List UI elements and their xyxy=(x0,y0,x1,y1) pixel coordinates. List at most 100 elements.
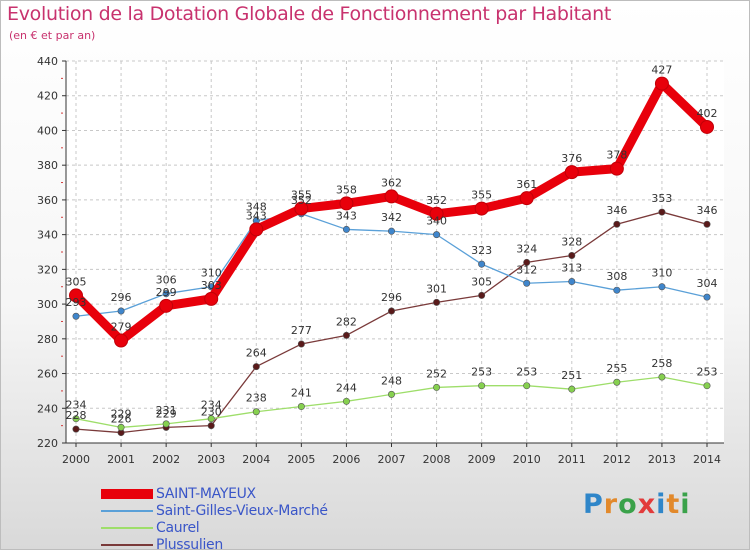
data-label: 324 xyxy=(516,242,537,255)
data-point xyxy=(703,220,711,228)
data-point xyxy=(523,382,531,390)
data-label: 352 xyxy=(426,194,447,207)
legend-label: SAINT-MAYEUX xyxy=(156,485,256,502)
data-label: 234 xyxy=(66,399,87,412)
data-point xyxy=(568,385,576,393)
x-tick-label: 2001 xyxy=(107,453,135,466)
data-label: 346 xyxy=(606,204,627,217)
data-point xyxy=(249,222,264,237)
y-tick-label: 260 xyxy=(37,368,58,381)
data-point xyxy=(519,191,534,206)
proxiti-logo: Proxiti xyxy=(583,489,691,520)
data-label: 358 xyxy=(336,183,357,196)
x-tick-label: 2010 xyxy=(513,453,541,466)
data-label: 340 xyxy=(426,215,447,228)
x-tick-label: 2013 xyxy=(648,453,676,466)
data-label: 253 xyxy=(516,366,537,379)
data-point xyxy=(117,423,125,431)
data-point xyxy=(297,403,305,411)
x-tick-label: 2000 xyxy=(62,453,90,466)
data-label: 346 xyxy=(697,204,718,217)
data-label: 230 xyxy=(201,406,222,419)
data-label: 343 xyxy=(246,209,267,222)
data-label: 310 xyxy=(201,267,222,280)
y-tick-label: 440 xyxy=(37,55,58,68)
data-point xyxy=(207,415,215,423)
y-tick-label: 320 xyxy=(37,263,58,276)
data-point xyxy=(252,408,260,416)
x-tick-label: 2008 xyxy=(423,453,451,466)
data-point xyxy=(207,422,215,430)
data-point xyxy=(703,382,711,390)
data-label: 253 xyxy=(471,366,492,379)
data-point xyxy=(72,415,80,423)
data-point xyxy=(162,420,170,428)
x-tick-label: 2012 xyxy=(603,453,631,466)
data-point xyxy=(204,291,219,306)
data-point xyxy=(564,165,579,180)
data-label: 343 xyxy=(336,209,357,222)
data-label: 305 xyxy=(471,275,492,288)
y-tick-label: 240 xyxy=(37,402,58,415)
data-point xyxy=(297,340,305,348)
legend-swatch xyxy=(101,509,153,512)
x-tick-label: 2005 xyxy=(287,453,315,466)
x-tick-label: 2011 xyxy=(558,453,586,466)
data-label: 342 xyxy=(381,211,402,224)
data-point xyxy=(387,227,395,235)
data-label: 301 xyxy=(426,282,447,295)
data-label: 251 xyxy=(561,369,582,382)
data-point xyxy=(613,220,621,228)
data-point xyxy=(117,307,125,315)
y-tick-label: 380 xyxy=(37,159,58,172)
data-point xyxy=(658,208,666,216)
data-point xyxy=(478,382,486,390)
data-point xyxy=(252,363,260,371)
legend-item: SAINT-MAYEUX xyxy=(101,485,328,502)
x-tick-label: 2004 xyxy=(242,453,270,466)
data-label: 361 xyxy=(516,178,537,191)
data-label: 305 xyxy=(66,275,87,288)
data-point xyxy=(72,312,80,320)
data-label: 362 xyxy=(381,176,402,189)
data-label: 348 xyxy=(246,201,267,214)
y-tick-label: 220 xyxy=(37,437,58,450)
data-label: 226 xyxy=(111,413,132,426)
data-label: 427 xyxy=(651,64,672,77)
data-point xyxy=(162,290,170,298)
data-point xyxy=(342,225,350,233)
data-label: 229 xyxy=(156,407,177,420)
x-tick-label: 2014 xyxy=(693,453,721,466)
data-point xyxy=(478,260,486,268)
data-label: 277 xyxy=(291,324,312,337)
plot-area xyxy=(66,61,724,443)
data-label: 323 xyxy=(471,244,492,257)
data-label: 296 xyxy=(111,291,132,304)
data-label: 328 xyxy=(561,235,582,248)
data-point xyxy=(654,76,669,91)
legend-label: Plussulien xyxy=(156,536,223,553)
data-label: 355 xyxy=(291,189,312,202)
data-point xyxy=(609,161,624,176)
data-label: 310 xyxy=(651,267,672,280)
chart-title: Evolution de la Dotation Globale de Fonc… xyxy=(7,3,612,25)
data-label: 279 xyxy=(111,321,132,334)
data-label: 376 xyxy=(561,152,582,165)
data-point xyxy=(658,373,666,381)
data-point xyxy=(700,119,714,134)
data-point xyxy=(523,279,531,287)
data-point xyxy=(114,333,129,348)
data-point xyxy=(613,378,621,386)
data-label: 299 xyxy=(156,286,177,299)
x-tick-label: 2002 xyxy=(152,453,180,466)
data-label: 304 xyxy=(697,277,718,290)
chart-subtitle: (en € et par an) xyxy=(9,29,96,42)
data-label: 264 xyxy=(246,347,267,360)
data-point xyxy=(568,278,576,286)
legend-item: Caurel xyxy=(101,519,328,536)
data-point xyxy=(294,201,309,216)
y-tick-label: 420 xyxy=(37,90,58,103)
data-point xyxy=(72,425,80,433)
data-point xyxy=(433,383,441,391)
